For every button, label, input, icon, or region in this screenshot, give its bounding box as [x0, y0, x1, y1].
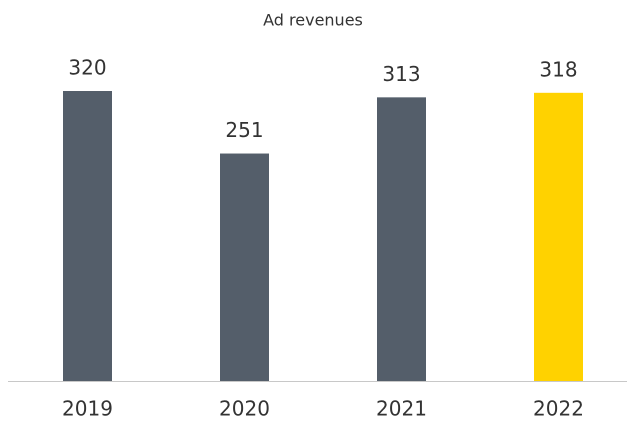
data-label: 251	[225, 118, 263, 142]
bar	[63, 91, 112, 381]
data-label: 313	[382, 62, 420, 86]
x-tick-label: 2022	[533, 397, 584, 421]
x-tick-label: 2019	[62, 397, 113, 421]
x-tick-label: 2021	[376, 397, 427, 421]
x-tick-label: 2020	[219, 397, 270, 421]
bar	[377, 97, 426, 381]
data-label: 320	[68, 56, 106, 80]
bar	[534, 92, 583, 381]
data-label: 318	[539, 57, 577, 81]
chart-title: Ad revenues	[263, 11, 363, 30]
bar	[220, 153, 269, 381]
